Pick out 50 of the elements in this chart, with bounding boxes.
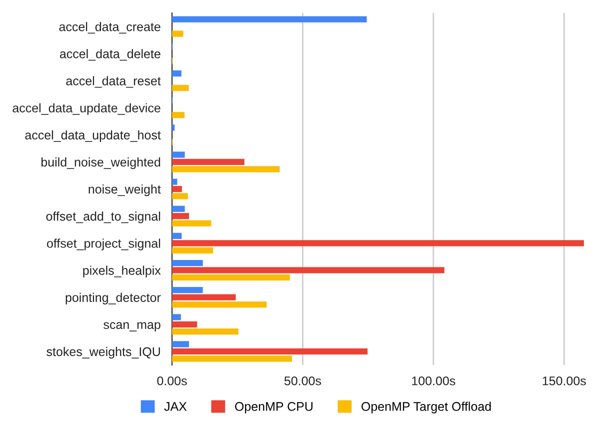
x-tick-label: 0.00s <box>157 376 187 386</box>
bar <box>172 220 212 226</box>
bar <box>172 260 203 266</box>
bar <box>172 348 368 355</box>
bar <box>172 294 236 300</box>
y-tick-label: scan_map <box>104 322 160 332</box>
bar <box>172 213 189 220</box>
bar <box>172 112 185 118</box>
bar <box>172 70 182 77</box>
bar <box>172 178 178 185</box>
bar <box>172 314 181 320</box>
bar <box>172 328 238 335</box>
legend-label: OpenMP Target Offload <box>362 402 491 414</box>
bar <box>172 341 189 348</box>
y-tick-label: accel_data_update_device <box>12 103 160 115</box>
bar <box>172 240 584 246</box>
bar <box>172 124 175 131</box>
bar <box>172 16 367 22</box>
y-tick-label: pointing_detector <box>66 292 161 304</box>
x-tick-label: 100.00s <box>412 376 456 386</box>
bar <box>172 356 292 362</box>
bar <box>172 84 189 91</box>
bar <box>172 152 185 158</box>
bar <box>172 158 244 165</box>
bar <box>172 232 182 239</box>
bar <box>172 206 185 212</box>
y-tick-label: offset_project_signal <box>46 238 160 250</box>
y-tick-label: stokes_weights_IQU <box>46 346 160 359</box>
legend-label: OpenMP CPU <box>235 402 312 414</box>
bar <box>172 301 267 308</box>
bar <box>172 30 184 37</box>
bar <box>172 287 203 294</box>
y-tick-label: accel_data_delete <box>60 49 160 61</box>
y-tick-label: offset_add_to_signal <box>46 212 160 224</box>
bar <box>172 267 444 274</box>
bar <box>172 321 198 328</box>
bar <box>172 247 214 254</box>
y-tick-label: accel_data_reset <box>66 76 161 88</box>
x-tick-label: 50.00s <box>284 376 322 386</box>
y-tick-label: pixels_healpix <box>83 266 161 278</box>
legend-label: JAX <box>164 402 187 411</box>
x-tick-label: 150.00s <box>542 376 586 386</box>
y-tick-label: accel_data_update_host <box>25 130 161 142</box>
bar <box>172 193 188 200</box>
bar <box>172 274 290 281</box>
y-tick-label: noise_weight <box>88 184 161 196</box>
y-tick-label: build_noise_weighted <box>41 157 160 170</box>
bar <box>172 166 280 172</box>
y-tick-label: accel_data_create <box>59 22 160 34</box>
bar <box>172 186 182 192</box>
